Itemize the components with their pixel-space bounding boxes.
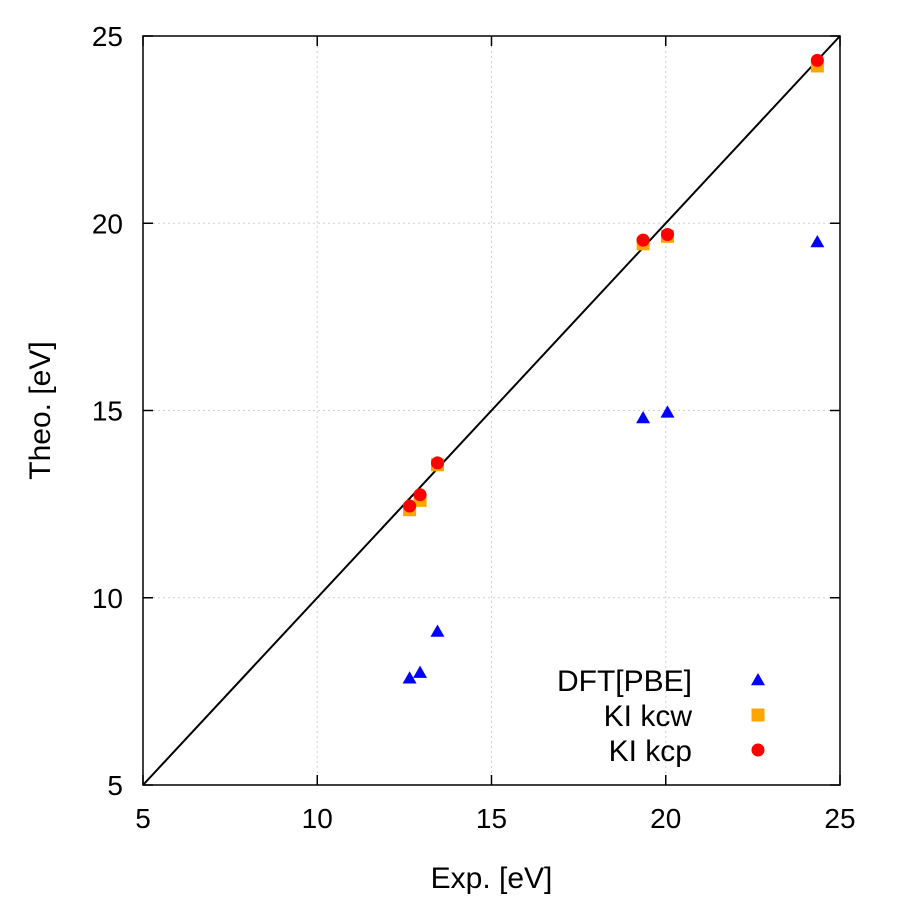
series-0 [402,234,825,684]
legend-marker [751,708,765,722]
y-tick-label: 10 [92,583,123,614]
y-tick-label: 25 [92,21,123,52]
x-tick-label: 20 [650,803,681,834]
y-axis-label: Theo. [eV] [24,341,57,479]
legend-label: KI kcp [609,735,692,768]
axis-ticks: 5 10 15 20 25 5 10 15 20 25 [92,21,856,834]
data-point [430,456,444,470]
data-point [403,499,417,513]
x-tick-label: 10 [302,803,333,834]
data-point [413,488,427,502]
data-point [413,665,428,678]
x-axis-label: Exp. [eV] [431,862,553,895]
data-point [430,624,445,637]
x-tick-label: 25 [824,803,855,834]
identity-line [142,35,841,786]
legend-label: DFT[PBE] [557,665,692,698]
data-point [660,227,674,241]
data-point [636,410,651,424]
series-2 [403,53,824,513]
grid [143,36,840,785]
data-point [810,53,824,67]
y-tick-label: 5 [107,770,123,801]
data-point [636,233,650,247]
data-point [402,671,417,684]
series-1 [403,59,824,517]
data-points [402,53,825,684]
legend-marker [751,743,765,757]
x-tick-label: 5 [135,803,151,834]
x-tick-label: 15 [476,803,507,834]
legend-label: KI kcw [604,700,693,733]
legend-marker [751,673,765,686]
y-tick-label: 20 [92,208,123,239]
data-point [810,234,825,248]
data-point [660,405,675,418]
y-tick-label: 15 [92,396,123,427]
